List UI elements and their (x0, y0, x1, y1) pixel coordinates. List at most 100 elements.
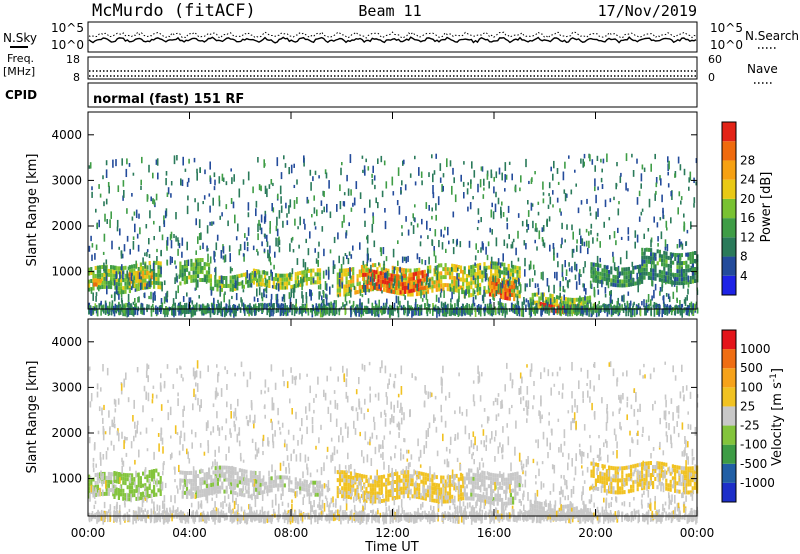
heatmap-cell (322, 270, 325, 279)
heatmap-cell (683, 299, 686, 304)
heatmap-cell (465, 274, 468, 278)
heatmap-cell (424, 260, 427, 266)
heatmap-cell (181, 269, 184, 273)
heatmap-cell (341, 486, 344, 491)
heatmap-cell (396, 305, 399, 311)
heatmap-cell (379, 247, 382, 252)
heatmap-cell (588, 231, 590, 236)
heatmap-cell (693, 303, 696, 312)
heatmap-cell (382, 247, 385, 255)
heatmap-cell (425, 291, 428, 300)
heatmap-cell (371, 223, 374, 233)
heatmap-cell (621, 267, 624, 272)
heatmap-cell (155, 305, 157, 315)
heatmap-cell (657, 236, 659, 242)
heatmap-cell (426, 220, 428, 230)
heatmap-cell (338, 268, 342, 273)
heatmap-cell (681, 303, 684, 308)
heatmap-cell (536, 308, 539, 314)
heatmap-cell (599, 241, 601, 248)
heatmap-cell (501, 473, 504, 478)
heatmap-cell (487, 289, 490, 294)
heatmap-cell (101, 277, 104, 281)
heatmap-cell (685, 268, 688, 273)
heatmap-cell (107, 268, 110, 273)
heatmap-cell (490, 307, 493, 312)
heatmap-cell (296, 275, 300, 280)
heatmap-cell (442, 283, 445, 288)
heatmap-cell (232, 304, 234, 309)
heatmap-cell (247, 490, 250, 495)
heatmap-cell (492, 275, 494, 282)
heatmap-cell (407, 470, 410, 475)
heatmap-cell (94, 266, 97, 270)
heatmap-cell (437, 306, 439, 314)
heatmap-cell (597, 487, 600, 491)
heatmap-cell (627, 235, 630, 241)
heatmap-cell (99, 273, 102, 278)
heatmap-cell (161, 284, 163, 292)
heatmap-cell (604, 199, 607, 208)
heatmap-cell (676, 305, 679, 314)
heatmap-cell (496, 262, 499, 266)
heatmap-cell (137, 274, 140, 279)
heatmap-cell (592, 262, 595, 267)
heatmap-cell (347, 475, 350, 479)
heatmap-cell (155, 159, 158, 165)
heatmap-cell (372, 278, 374, 286)
heatmap-cell (431, 280, 434, 285)
heatmap-cell (453, 177, 455, 184)
heatmap-cell (508, 284, 511, 289)
heatmap-cell (362, 268, 365, 273)
heatmap-cell (411, 482, 414, 487)
heatmap-cell (488, 292, 492, 297)
heatmap-cell (434, 304, 437, 310)
heatmap-cell (605, 273, 608, 278)
heatmap-cell (376, 307, 378, 317)
heatmap-cell (562, 308, 565, 315)
heatmap-cell (144, 269, 147, 274)
heatmap-cell (192, 308, 194, 317)
heatmap-cell (336, 494, 339, 499)
heatmap-cell (92, 292, 94, 301)
heatmap-cell (258, 475, 261, 479)
heatmap-cell (343, 284, 346, 289)
heatmap-cell (155, 193, 158, 201)
heatmap-cell (442, 287, 445, 292)
heatmap-cell (542, 292, 545, 297)
heatmap-cell (500, 287, 503, 294)
heatmap-cell (578, 278, 581, 285)
heatmap-cell (209, 278, 212, 283)
heatmap-cell (197, 474, 200, 478)
heatmap-cell (102, 251, 105, 255)
heatmap-cell (553, 508, 556, 513)
heatmap-cell (169, 256, 172, 265)
heatmap-cell (277, 308, 279, 313)
heatmap-cell (625, 309, 627, 317)
heatmap-cell (218, 303, 221, 312)
heatmap-cell (113, 495, 116, 499)
heatmap-cell (677, 254, 679, 264)
heatmap-cell (230, 482, 233, 487)
heatmap-cell (618, 201, 620, 205)
heatmap-cell (179, 478, 182, 483)
heatmap-cell (574, 304, 577, 313)
y-tick-label: 4000 (51, 128, 82, 142)
heatmap-cell (648, 303, 650, 310)
heatmap-cell (627, 306, 630, 314)
heatmap-cell (285, 202, 287, 209)
heatmap-cell (610, 294, 612, 303)
heatmap-cell (231, 308, 233, 313)
heatmap-cell (201, 270, 204, 274)
heatmap-cell (281, 475, 284, 480)
heatmap-cell (363, 207, 366, 214)
heatmap-cell (506, 243, 509, 249)
heatmap-cell (433, 284, 436, 289)
heatmap-cell (516, 306, 518, 314)
heatmap-cell (249, 478, 252, 483)
heatmap-cell (238, 188, 241, 198)
heatmap-cell (592, 306, 594, 311)
heatmap-cell (120, 274, 123, 279)
heatmap-cell (279, 285, 282, 290)
heatmap-cell (345, 272, 348, 277)
